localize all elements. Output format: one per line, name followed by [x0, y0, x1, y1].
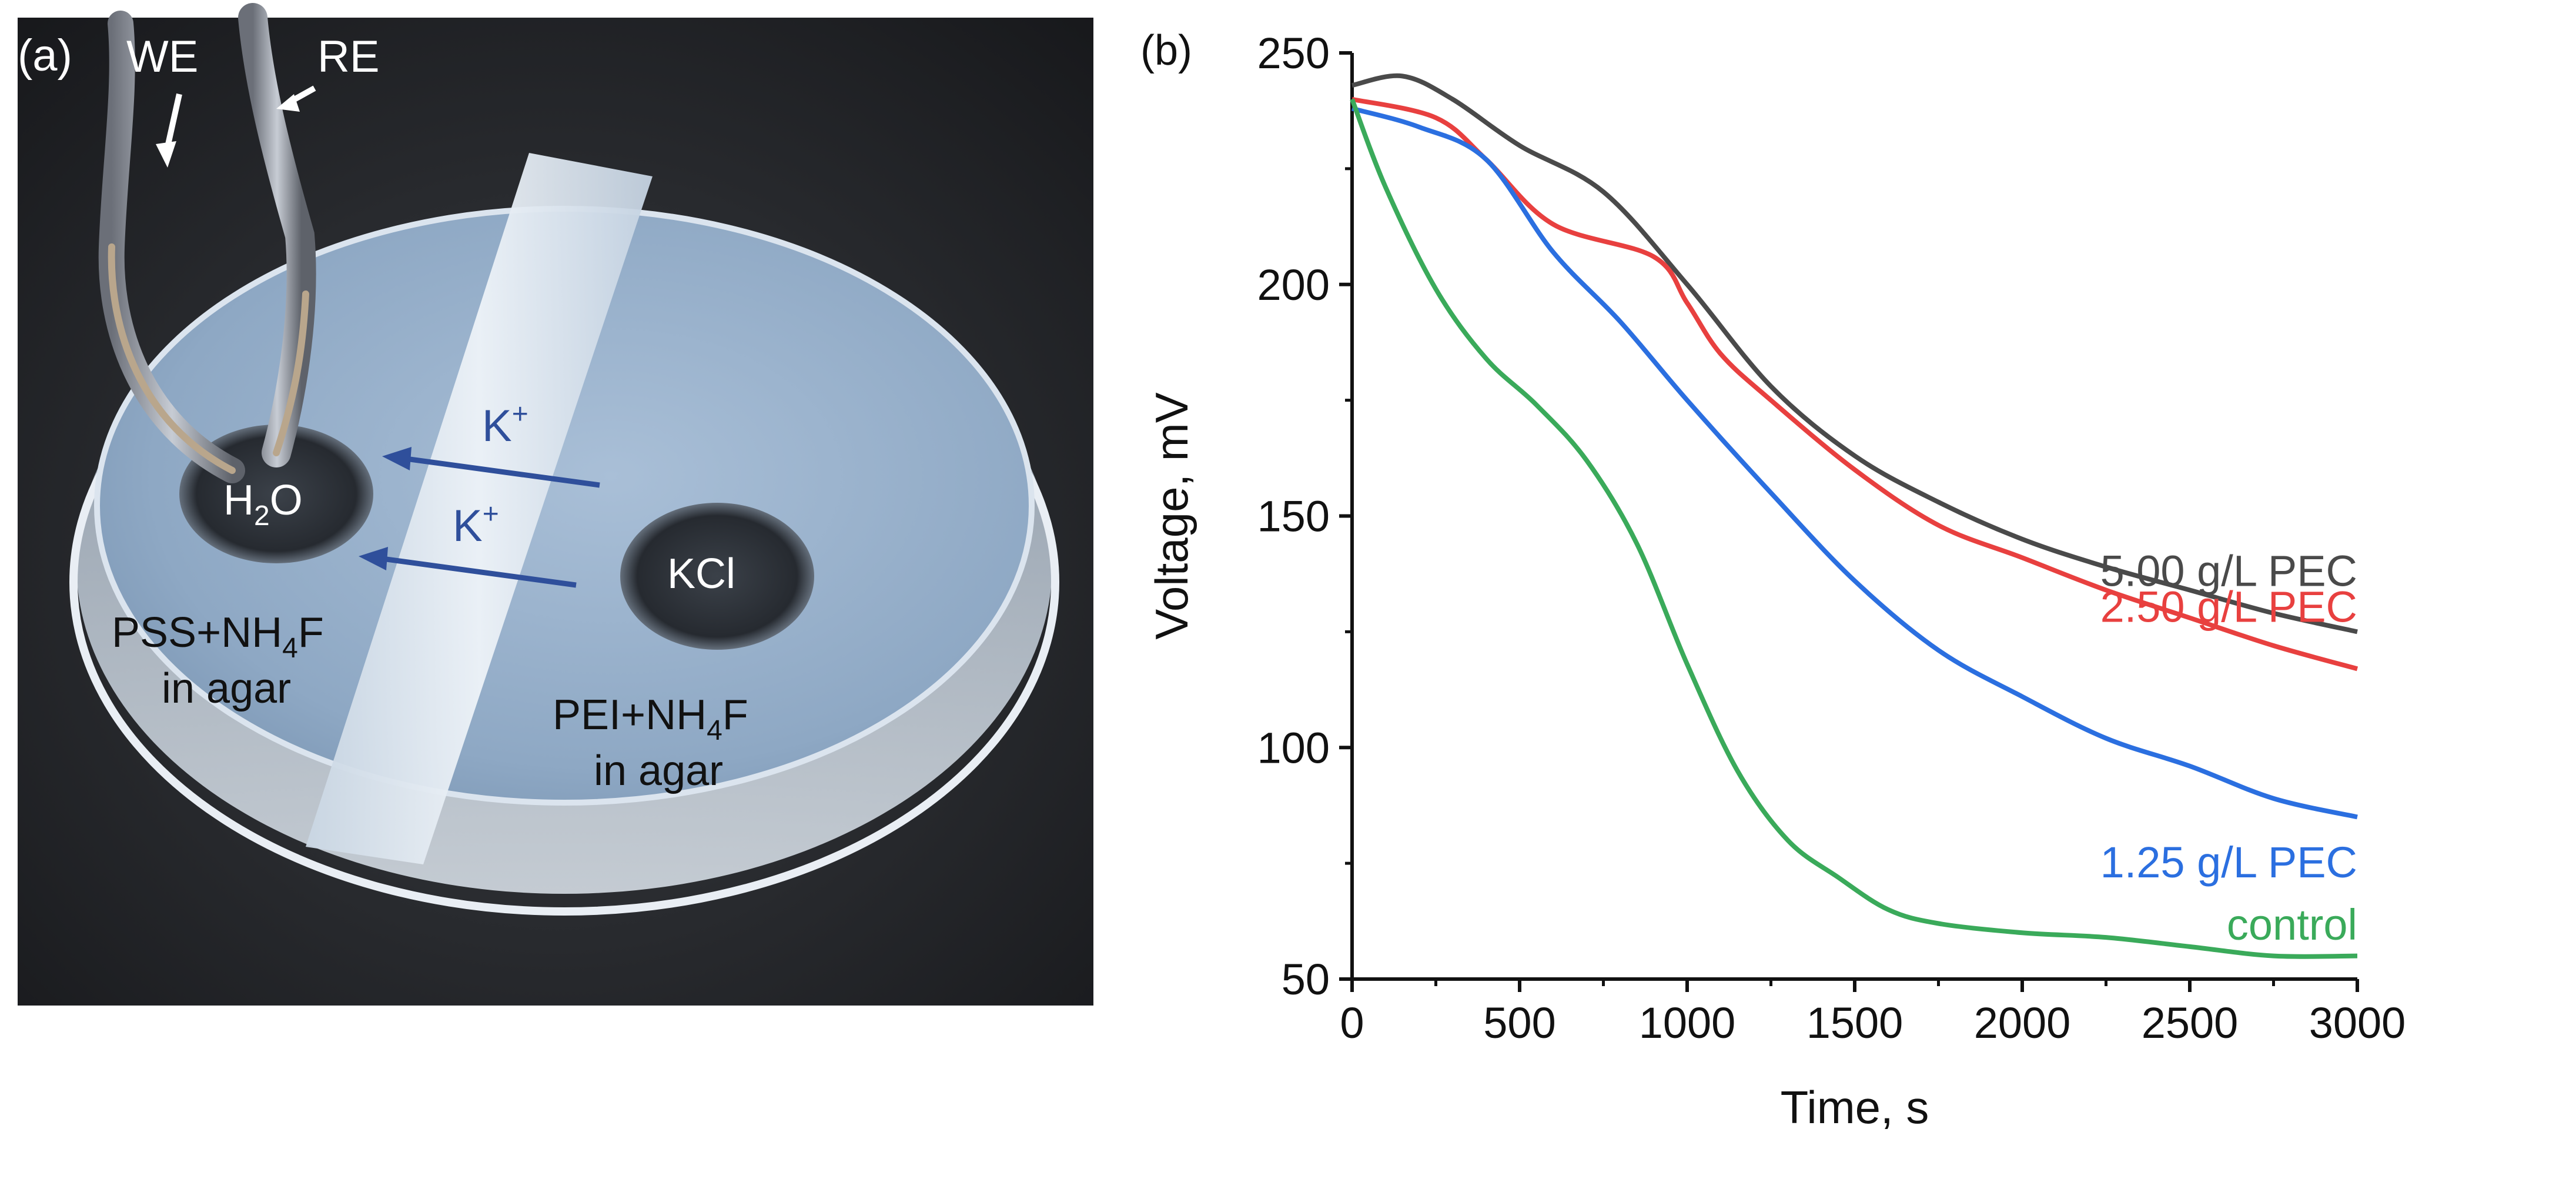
y-tick-label: 50: [1282, 955, 1330, 1004]
series-label: 2.50 g/L PEC: [2100, 582, 2357, 631]
white-separator-strip: [306, 153, 653, 864]
series-label: 5.00 g/L PEC: [2100, 546, 2357, 595]
reference-electrode-tip: [273, 290, 309, 456]
we-label: WE: [126, 32, 198, 82]
k-ion-label-upper: K+: [482, 399, 528, 451]
series-line-1-25-g-l-pec: [1351, 106, 2358, 820]
x-tick-label: 500: [1483, 998, 1555, 1047]
y-tick-label: 200: [1257, 260, 1330, 309]
series-lines: [1350, 73, 2358, 959]
y-tick-label: 250: [1257, 29, 1330, 78]
x-axis-title: Time, s: [1781, 1081, 1929, 1133]
photo-panel: (a) WE RE K+ K+ H2O KCl PSS+NH4F in agar…: [0, 0, 1105, 1176]
series-line-5-00-g-l-pec: [1351, 73, 2358, 634]
x-tick-label: 0: [1340, 998, 1364, 1047]
kcl-well: [620, 503, 814, 650]
k-ion-label-lower: K+: [453, 499, 499, 551]
right-gel-label-line1: PEI+NH4F: [553, 692, 748, 746]
left-gel-label-line2: in agar: [162, 665, 291, 712]
series-label: control: [2227, 900, 2357, 949]
right-gel-label-line2: in agar: [594, 747, 723, 794]
water-well-label: H2O: [223, 477, 303, 532]
k-ion-arrow-upper: [382, 447, 600, 488]
re-label: RE: [317, 32, 380, 82]
x-tick-label: 1000: [1639, 998, 1736, 1047]
petri-dish-photo: (a) WE RE K+ K+ H2O KCl PSS+NH4F in agar…: [18, 3, 1093, 1006]
x-tick-label: 2500: [2142, 998, 2239, 1047]
working-electrode-tip: [108, 243, 236, 474]
left-gel-label-line1: PSS+NH4F: [112, 609, 324, 664]
y-tick-label: 100: [1257, 723, 1330, 772]
y-axis-title: Voltage, mV: [1146, 392, 1197, 640]
series-line-control: [1350, 98, 2358, 959]
x-tick-label: 1500: [1806, 998, 1903, 1047]
agar-gel: [97, 209, 1032, 803]
panel-a-label: (a): [18, 31, 72, 81]
y-tick-label: 150: [1257, 492, 1330, 541]
we-pointer-arrow: [156, 93, 182, 168]
chart-panel: (b) 50 100 150 200 250 0 500 1000 1500 2000 2500 30…: [1105, 0, 2576, 1176]
x-tick-label: 2000: [1974, 998, 2071, 1047]
kcl-well-label: KCl: [667, 550, 735, 597]
re-pointer-arrow: [276, 85, 316, 112]
series-label: 1.25 g/L PEC: [2100, 838, 2357, 887]
x-tick-label: 3000: [2309, 998, 2406, 1047]
panel-b-label: (b): [1140, 27, 1192, 74]
k-ion-arrow-lower: [359, 547, 577, 588]
